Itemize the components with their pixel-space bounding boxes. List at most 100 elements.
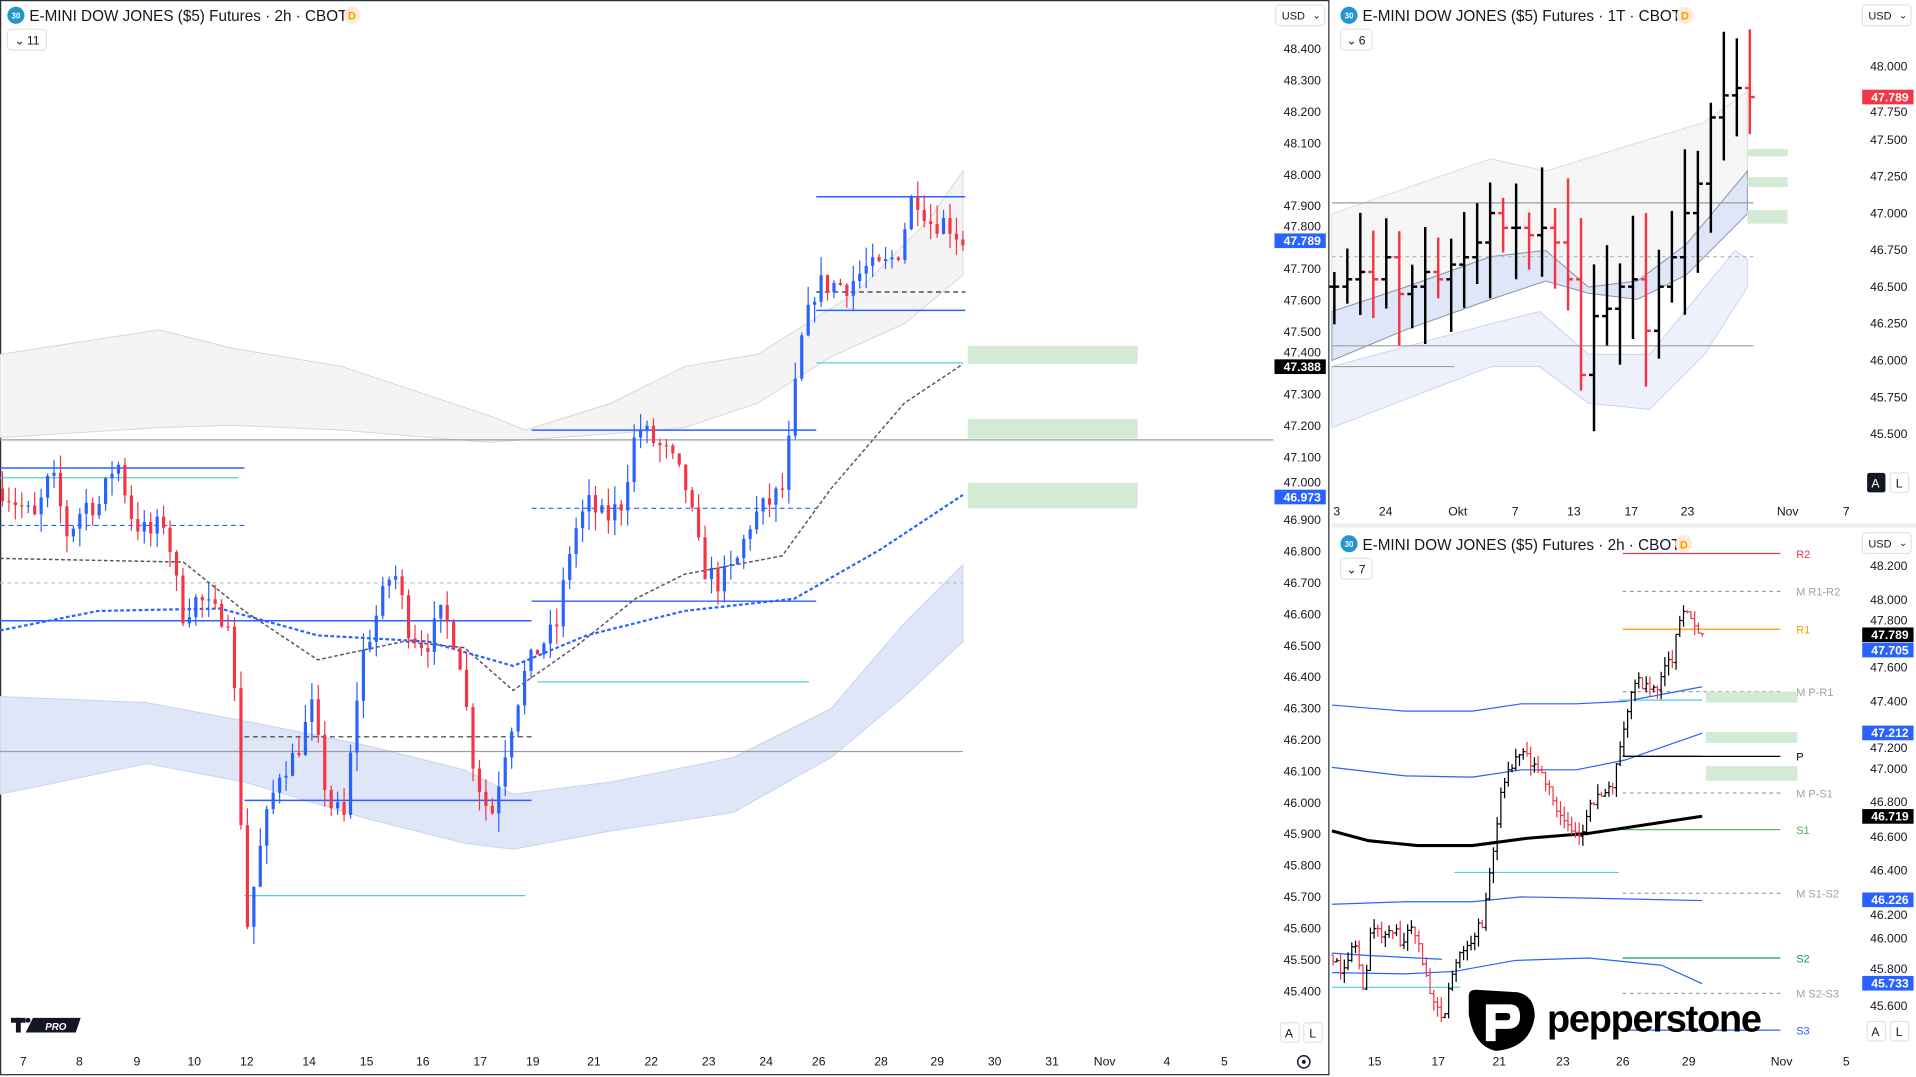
candle-body [142,521,146,532]
candle-body [780,488,784,490]
candle-body [813,301,817,305]
supply-demand-zone [967,345,1138,365]
time-tick-label: 9 [133,1055,140,1069]
candle-body [639,430,643,438]
price-tick-label: 47.800 [1284,219,1322,233]
candle-body [426,648,430,652]
settings-gear-icon[interactable] [1296,1055,1311,1069]
price-tick-label: 46.800 [1284,545,1322,559]
symbol-title[interactable]: E-MINI DOW JONES ($5) Futures · 1T · CBO… [1362,8,1681,25]
svg-text:L: L [1896,1025,1903,1039]
candle-body [439,604,443,619]
candle-body [510,731,514,758]
time-tick-label: 7 [20,1055,27,1069]
candle-body [587,495,591,512]
top-right-chart-plot[interactable] [1329,29,1788,432]
main-auto-scale-button[interactable]: A [1279,1022,1300,1043]
price-tag [1862,642,1914,658]
candle-body [954,233,959,240]
time-tick-label: 13 [1567,505,1581,519]
candle-body [941,218,946,234]
bottom-right-log-scale-button[interactable]: L [1889,1020,1910,1042]
candle-body [626,482,630,511]
price-tag [1862,892,1914,908]
pivot-label: M S2-S3 [1796,989,1839,1001]
candle-body [220,603,224,627]
top-right-auto-scale-button[interactable]: A [1867,472,1886,493]
price-tag [1862,809,1914,824]
candle-body [922,209,926,222]
price-tick-label: 47.900 [1284,199,1322,213]
main-currency-select[interactable]: USD ⌄ [1275,4,1326,27]
symbol-title[interactable]: E-MINI DOW JONES ($5) Futures · 2h · CBO… [1362,537,1680,554]
indicators-toggle[interactable] [1339,28,1373,51]
supply-demand-zone [1705,731,1798,743]
candle-body [91,502,95,516]
vwap-line [1331,814,1703,848]
candle-body [755,511,759,530]
candle-body [452,621,456,649]
candle-body [529,649,533,671]
candle-body [858,273,862,281]
candle-body [13,502,17,506]
candle-body [45,475,50,498]
top-right-currency-select[interactable]: USD ⌄ [1861,4,1912,27]
candle-body [935,224,939,234]
time-tick-label: 17 [473,1055,487,1069]
bottom-right-currency-select[interactable]: USD ⌄ [1861,532,1912,555]
candle-body [419,642,424,649]
candle-body [761,498,765,512]
price-tick-label: 45.800 [1284,859,1322,873]
price-tick-label: 47.400 [1870,694,1908,708]
time-tick-label: 4 [1164,1055,1171,1069]
candle-body [181,575,185,624]
candle-body [58,472,63,507]
candle-body [129,495,133,520]
price-tick-label: 46.300 [1284,702,1322,716]
main-chart-plot[interactable] [0,169,1274,945]
svg-text:A: A [1285,1026,1294,1040]
price-tick-label: 46.000 [1870,353,1908,367]
price-tick-label: 48.200 [1870,559,1908,573]
panel-divider[interactable] [1331,522,1916,528]
candle-body [709,567,714,580]
price-tag [1862,975,1914,991]
price-tick-label: 47.200 [1870,741,1908,755]
candle-body [548,624,552,644]
candle-body [664,445,668,447]
candle-body [7,501,11,503]
candle-body [97,504,101,516]
symbol-title[interactable]: E-MINI DOW JONES ($5) Futures · 2h · CBO… [29,8,347,25]
top-right-log-scale-button[interactable]: L [1889,472,1910,494]
price-tick-label: 47.250 [1870,170,1908,184]
candle-body [903,229,907,260]
price-tick-label: 47.400 [1284,345,1322,359]
price-tick-label: 48.200 [1284,105,1322,119]
candle-body [400,576,404,596]
time-tick-label: 30 [988,1055,1002,1069]
bottom-right-auto-scale-button[interactable]: A [1866,1020,1887,1042]
price-tick-label: 46.500 [1870,280,1908,294]
indicators-toggle[interactable] [6,28,48,51]
bottom-right-chart-plot[interactable]: R2 M R1-R2 R1 M P-R1 P M P-S1 S1 M S1-S2 S2 M S2-… [1331,549,1840,1038]
candle-body [645,425,649,431]
candle-body [174,552,179,576]
price-tick-label: 47.000 [1870,762,1908,776]
bottom-right-chart-panel [1331,527,1916,1077]
price-and-time-axes[interactable]: 48.400 48.300 48.200 48.100 48.000 47.900 47.8… [20,42,1914,1069]
time-tick-label: 5 [1843,1055,1850,1069]
candle-body [593,495,598,513]
last-price-tag-text: 47.388 [1284,360,1322,374]
candle-body [381,585,385,616]
candle-body [284,775,288,778]
candle-body [155,516,159,534]
bottom-right-chart-header: 30 E-MINI DOW JONES ($5) Futures · 2h · … [1339,535,1693,580]
time-tick-label: 15 [360,1055,374,1069]
price-tick-label: 46.100 [1284,764,1322,778]
indicators-toggle[interactable] [1339,557,1373,580]
symbol-badge-icon [1340,6,1358,24]
candle-body [767,498,772,505]
tradingview-pro-logo: PRO [11,1017,81,1033]
main-log-scale-button[interactable]: L [1303,1022,1323,1043]
